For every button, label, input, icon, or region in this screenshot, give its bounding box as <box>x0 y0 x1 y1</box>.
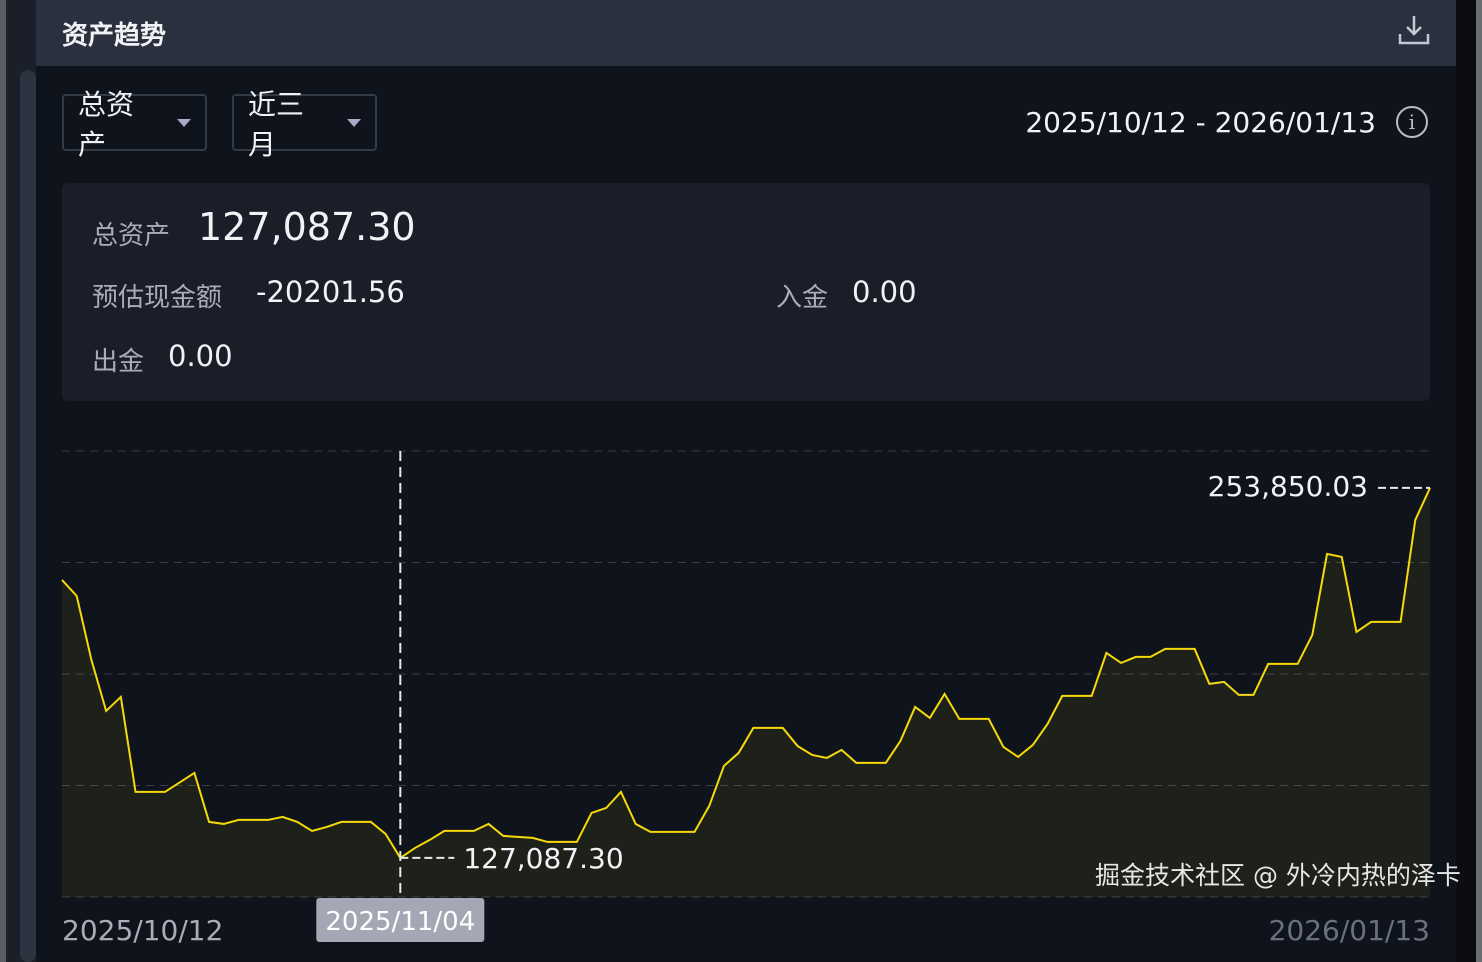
left-pane <box>0 0 36 962</box>
series-line <box>61 487 1431 860</box>
deposit-value: 0.00 <box>852 275 917 309</box>
cash-label: 预估现金额 <box>92 283 223 313</box>
watermark: 掘金技术社区 @ 外冷内热的泽卡 <box>1095 861 1461 890</box>
period-value: 近三月 <box>248 87 305 161</box>
card-title: 资产趋势 <box>62 20 167 51</box>
x-start-label: 2025/10/12 <box>62 914 223 947</box>
period-dropdown[interactable]: 近三月 <box>232 88 377 161</box>
summary-box: 总资产 127,087.30 预估现金额 -20201.56 入金 0.00 出… <box>62 183 1430 401</box>
card-header: 资产趋势 <box>36 0 1456 66</box>
area-fill <box>62 487 1430 897</box>
crosshair-date-label: 2025/11/04 <box>325 907 475 937</box>
total-label: 总资产 <box>92 221 171 251</box>
cash-value: -20201.56 <box>256 275 405 309</box>
caret-down-icon <box>177 118 191 127</box>
crosshair-date-tooltip <box>316 898 485 942</box>
total-value: 127,087.30 <box>198 205 416 249</box>
withdraw-value: 0.00 <box>168 339 233 373</box>
max-value-label: 253,850.03 <box>1208 470 1368 503</box>
date-range: 2025/10/12 - 2026/01/13 <box>1025 106 1376 139</box>
crosshair-value-label: 127,087.30 <box>463 842 623 875</box>
deposit-label: 入金 <box>776 283 829 313</box>
asset-type-value: 总资产 <box>78 87 135 161</box>
card-body: 总资产 近三月 2025/10/12 - 2026/01/13 i 总资产 12… <box>36 66 1456 962</box>
asset-type-dropdown[interactable]: 总资产 <box>62 88 207 161</box>
download-icon[interactable] <box>1396 12 1432 48</box>
caret-down-icon <box>347 118 361 127</box>
withdraw-label: 出金 <box>92 347 145 377</box>
scrollbar[interactable] <box>20 70 36 962</box>
x-end-label: 2026/01/13 <box>1269 914 1430 947</box>
info-icon[interactable]: i <box>1396 106 1428 138</box>
right-edge <box>1456 0 1482 962</box>
